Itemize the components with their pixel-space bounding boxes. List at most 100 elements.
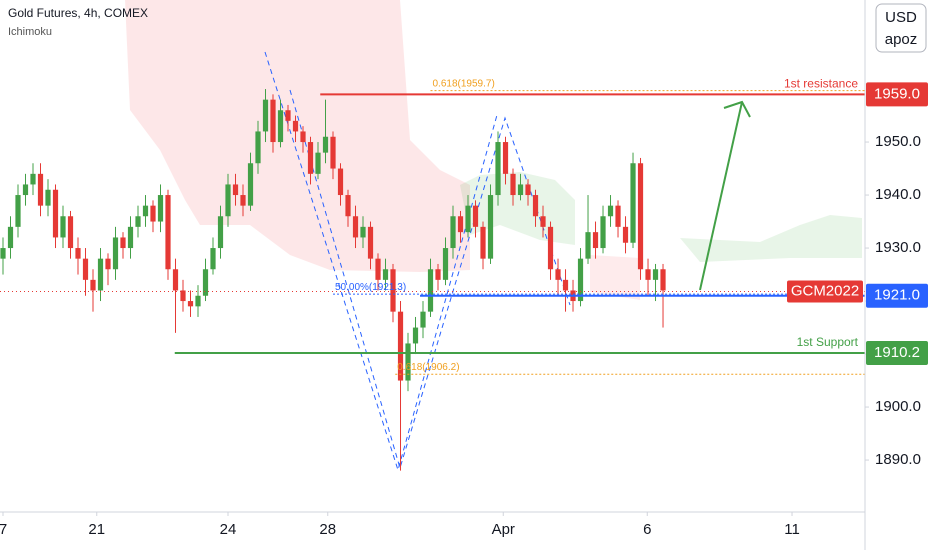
fib-label: 0.618(1959.7) xyxy=(433,78,495,89)
candle-body xyxy=(547,226,554,270)
candle-body xyxy=(637,163,644,270)
button-text[interactable]: apoz xyxy=(885,31,918,48)
candle-body xyxy=(517,184,524,196)
candle-body xyxy=(105,258,111,270)
candle-body xyxy=(622,226,629,243)
arrow-head xyxy=(723,100,751,118)
candle-body xyxy=(315,152,321,174)
candle-body xyxy=(420,311,426,328)
level-name: 1st resistance xyxy=(784,77,858,91)
candle-body xyxy=(382,269,389,280)
candle-body xyxy=(247,163,254,206)
x-tick-label: 28 xyxy=(319,521,336,538)
candle-body xyxy=(585,232,591,259)
candle-body xyxy=(540,216,546,227)
candle-body xyxy=(37,173,44,206)
candle-body xyxy=(450,216,456,249)
candle-body xyxy=(352,216,359,238)
currency-button[interactable]: USD apoz xyxy=(875,3,927,53)
x-tick-label: 24 xyxy=(220,521,237,538)
candle-body xyxy=(187,301,194,307)
candle-body xyxy=(292,120,299,132)
candle-body xyxy=(412,327,419,344)
candle-body xyxy=(90,279,96,291)
candle-body xyxy=(210,248,216,270)
price-tag: 1921.0 xyxy=(874,287,920,304)
fib-label: 0.618(1906.2) xyxy=(397,362,459,373)
candle-body xyxy=(577,258,584,302)
candle-body xyxy=(615,205,621,227)
candle-body xyxy=(592,232,599,249)
candle-body xyxy=(532,195,539,217)
candle-body xyxy=(330,136,336,169)
candle-body xyxy=(427,269,434,312)
candle-body xyxy=(510,173,516,196)
candle-body xyxy=(435,269,441,280)
candle-body xyxy=(502,142,509,174)
candle-body xyxy=(120,237,126,249)
candle-body xyxy=(135,216,141,227)
fib-label: 50.00%(1921.3) xyxy=(335,282,406,293)
x-tick-label: Apr xyxy=(492,521,515,538)
y-tick-label: 1930.0 xyxy=(875,239,921,256)
candle-body xyxy=(645,269,651,280)
y-tick-label: 1950.0 xyxy=(875,133,921,150)
candle-body xyxy=(337,168,344,196)
candle-body xyxy=(600,216,606,249)
candle-body xyxy=(345,195,351,217)
button-box[interactable] xyxy=(875,3,927,53)
candle-body xyxy=(270,99,276,143)
button-text[interactable]: USD xyxy=(885,9,917,26)
candle-body xyxy=(660,269,666,291)
cloud-bearish xyxy=(590,255,640,300)
price-tag: 1959.0 xyxy=(874,85,920,102)
plot: 0.618(1959.7) 50.00%(1921.3) 0.618(1906.2)… xyxy=(0,77,865,471)
price-tags: GCM2022 1959.0 1921.0 1910.2 xyxy=(787,82,928,365)
candle-body xyxy=(45,189,51,206)
candle-body xyxy=(307,142,314,174)
candle-body xyxy=(300,131,306,143)
candle-body xyxy=(30,173,36,185)
indicator-name: Ichimoku xyxy=(8,26,52,38)
candle-body xyxy=(157,195,164,222)
candle-body xyxy=(367,226,374,259)
candle-body xyxy=(390,269,396,312)
candle-body xyxy=(172,269,179,291)
candle-body xyxy=(555,269,561,280)
candle-body xyxy=(322,136,329,153)
candle-body xyxy=(495,142,501,196)
candle-body xyxy=(97,258,104,291)
zigzag-line xyxy=(264,51,498,472)
candle-body xyxy=(15,195,21,227)
candle-body xyxy=(457,216,464,233)
symbol-tag-box xyxy=(787,280,863,303)
candle-body xyxy=(150,205,156,222)
candle-body xyxy=(360,226,366,238)
candle-body xyxy=(7,226,14,249)
symbol-tag: GCM2022 xyxy=(791,282,859,299)
candle-body xyxy=(127,226,134,249)
price-tag: 1910.2 xyxy=(874,344,920,361)
price-tag-box xyxy=(866,340,928,365)
candle-body xyxy=(82,258,89,280)
candle-body xyxy=(465,205,471,233)
price-tag-box xyxy=(866,283,928,308)
candle-body xyxy=(277,110,284,143)
candle-body xyxy=(232,184,239,196)
candle-body xyxy=(75,248,81,259)
candle-body xyxy=(262,99,269,132)
candle-body xyxy=(217,216,224,249)
candle-body xyxy=(142,205,149,217)
candle-body xyxy=(480,226,486,259)
candle-body xyxy=(285,110,291,121)
candle-body xyxy=(397,311,404,381)
candle-body xyxy=(180,290,186,302)
candle-body xyxy=(255,131,261,164)
candle-body xyxy=(652,269,659,280)
y-tick-label: 1890.0 xyxy=(875,451,921,468)
candle-body xyxy=(630,163,636,243)
candle-body xyxy=(487,195,494,259)
x-tick-label: 21 xyxy=(88,521,105,538)
cloud-bullish xyxy=(680,215,862,262)
